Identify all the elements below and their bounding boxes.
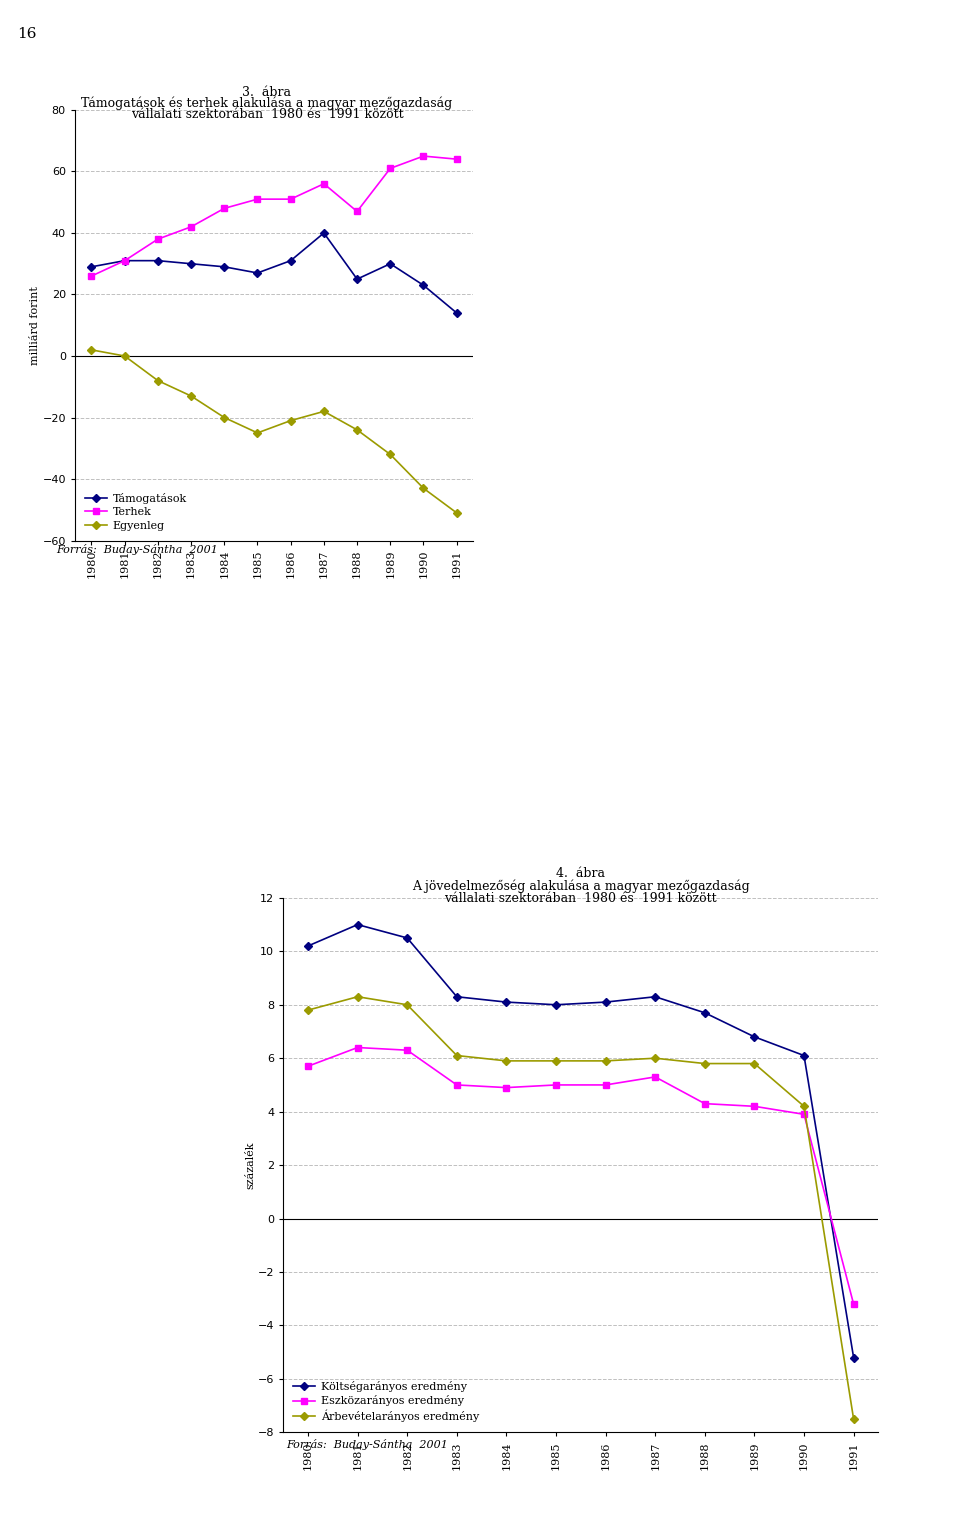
Terhek <box>185 218 197 237</box>
Eszközarányos eredmény <box>649 1067 660 1086</box>
Támogatások <box>318 224 329 243</box>
Támogatások <box>185 255 197 273</box>
Árbevételarányos eredmény <box>550 1052 562 1070</box>
Line: Költségarányos eredmény: Költségarányos eredmény <box>305 922 856 1361</box>
Terhek <box>152 231 163 249</box>
Támogatások <box>152 252 163 270</box>
Árbevételarányos eredmény <box>302 1002 314 1020</box>
Y-axis label: százalék: százalék <box>245 1141 255 1190</box>
Támogatások <box>119 252 131 270</box>
Text: 16: 16 <box>17 27 36 41</box>
Egyenleg <box>252 425 263 443</box>
Egyenleg <box>219 408 230 426</box>
Eszközarányos eredmény <box>550 1077 562 1095</box>
Terhek <box>219 199 230 217</box>
Költségarányos eredmény <box>749 1028 760 1046</box>
Költségarányos eredmény <box>401 928 413 947</box>
Eszközarányos eredmény <box>600 1077 612 1095</box>
Költségarányos eredmény <box>649 988 660 1006</box>
Line: Terhek: Terhek <box>88 153 460 279</box>
Árbevételarányos eredmény <box>799 1096 810 1115</box>
Egyenleg <box>152 371 163 389</box>
Egyenleg <box>418 479 429 498</box>
Árbevételarányos eredmény <box>451 1046 463 1064</box>
Egyenleg <box>285 411 297 429</box>
Terhek <box>119 252 131 270</box>
Egyenleg <box>351 420 363 438</box>
Támogatások <box>451 304 463 322</box>
Y-axis label: milliárd forint: milliárd forint <box>30 286 39 365</box>
Eszközarányos eredmény <box>501 1078 513 1096</box>
Line: Egyenleg: Egyenleg <box>88 347 460 516</box>
Text: Forrás:  Buday-Sántha  2001: Forrás: Buday-Sántha 2001 <box>286 1438 448 1449</box>
Támogatások <box>351 270 363 289</box>
Terhek <box>385 159 396 177</box>
Line: Támogatások: Támogatások <box>88 231 460 316</box>
Legend: Költségarányos eredmény, Eszközarányos eredmény, Árbevételarányos eredmény: Költségarányos eredmény, Eszközarányos e… <box>289 1377 484 1426</box>
Legend: Támogatások, Terhek, Egyenleg: Támogatások, Terhek, Egyenleg <box>81 489 191 534</box>
Terhek <box>285 189 297 208</box>
Text: vállalati szektorában  1980 és  1991 között: vállalati szektorában 1980 és 1991 közöt… <box>131 108 403 122</box>
Árbevételarányos eredmény <box>649 1049 660 1067</box>
Költségarányos eredmény <box>600 993 612 1011</box>
Eszközarányos eredmény <box>799 1106 810 1124</box>
Text: vállalati szektorában  1980 és  1991 között: vállalati szektorában 1980 és 1991 közöt… <box>444 892 717 906</box>
Terhek <box>351 202 363 220</box>
Text: Támogatások és terhek alakulása a magyar mezőgazdaság: Támogatások és terhek alakulása a magyar… <box>82 96 452 110</box>
Eszközarányos eredmény <box>401 1041 413 1060</box>
Árbevételarányos eredmény <box>501 1052 513 1070</box>
Árbevételarányos eredmény <box>699 1054 710 1072</box>
Terhek <box>318 174 329 192</box>
Támogatások <box>285 252 297 270</box>
Költségarányos eredmény <box>352 916 364 935</box>
Költségarányos eredmény <box>799 1046 810 1064</box>
Eszközarányos eredmény <box>451 1077 463 1095</box>
Terhek <box>418 147 429 165</box>
Árbevételarányos eredmény <box>401 996 413 1014</box>
Text: A jövedelmezőség alakulása a magyar mezőgazdaság: A jövedelmezőség alakulása a magyar mező… <box>412 880 750 893</box>
Text: 4.  ábra: 4. ábra <box>556 867 606 881</box>
Egyenleg <box>185 386 197 405</box>
Eszközarányos eredmény <box>848 1295 859 1313</box>
Terhek <box>85 267 97 286</box>
Text: 3.  ábra: 3. ábra <box>242 86 292 99</box>
Eszközarányos eredmény <box>699 1095 710 1113</box>
Költségarányos eredmény <box>699 1003 710 1022</box>
Egyenleg <box>85 341 97 359</box>
Árbevételarányos eredmény <box>352 988 364 1006</box>
Egyenleg <box>451 504 463 522</box>
Eszközarányos eredmény <box>352 1038 364 1057</box>
Árbevételarányos eredmény <box>848 1409 859 1428</box>
Árbevételarányos eredmény <box>749 1054 760 1072</box>
Eszközarányos eredmény <box>302 1057 314 1075</box>
Támogatások <box>219 258 230 276</box>
Támogatások <box>252 264 263 282</box>
Költségarányos eredmény <box>848 1348 859 1367</box>
Költségarányos eredmény <box>302 938 314 956</box>
Line: Árbevételarányos eredmény: Árbevételarányos eredmény <box>305 994 856 1422</box>
Terhek <box>252 189 263 208</box>
Line: Eszközarányos eredmény: Eszközarányos eredmény <box>305 1044 856 1307</box>
Költségarányos eredmény <box>550 996 562 1014</box>
Text: Forrás:  Buday-Sántha  2001: Forrás: Buday-Sántha 2001 <box>56 544 218 554</box>
Támogatások <box>85 258 97 276</box>
Támogatások <box>385 255 396 273</box>
Támogatások <box>418 276 429 295</box>
Költségarányos eredmény <box>501 993 513 1011</box>
Egyenleg <box>318 402 329 420</box>
Eszközarányos eredmény <box>749 1096 760 1115</box>
Egyenleg <box>119 347 131 365</box>
Terhek <box>451 150 463 168</box>
Költségarányos eredmény <box>451 988 463 1006</box>
Árbevételarányos eredmény <box>600 1052 612 1070</box>
Egyenleg <box>385 446 396 464</box>
